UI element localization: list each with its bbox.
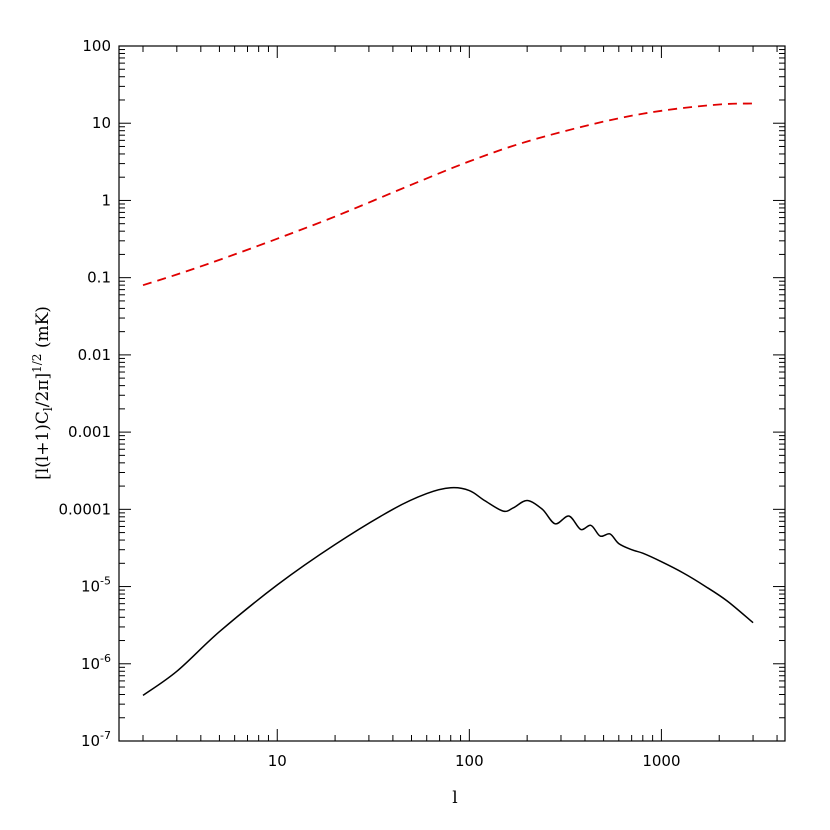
y-tick-label: 0.01 bbox=[78, 346, 111, 364]
x-tick-label: 1000 bbox=[642, 752, 680, 770]
y-tick-label: 1 bbox=[101, 191, 111, 209]
series-line-solid-black bbox=[142, 486, 754, 697]
x-tick-label: 10 bbox=[268, 752, 287, 770]
y-tick-label: 0.001 bbox=[68, 423, 111, 441]
x-tick-label: 100 bbox=[455, 752, 484, 770]
y-tick-label: 100 bbox=[82, 37, 111, 55]
y-tick-label: 0.0001 bbox=[59, 500, 112, 518]
y-tick-label: 10-5 bbox=[81, 575, 111, 596]
axis-ticks bbox=[119, 45, 785, 742]
axis-tick-labels: 10 100 1000 100 10 1 0.1 0.01 0.001 0.0001 10-5 10-… bbox=[59, 37, 681, 770]
y-tick-label: 10-7 bbox=[81, 729, 111, 750]
y-tick-label: 10 bbox=[92, 114, 111, 132]
series-layer bbox=[142, 102, 754, 697]
x-axis-label: l bbox=[452, 788, 457, 808]
series-line-dashed-red bbox=[142, 102, 754, 287]
y-tick-label: 0.1 bbox=[87, 269, 111, 287]
y-axis-label: [l(l+1)Cl/2π]1/2 (mK) bbox=[30, 306, 55, 480]
y-tick-label: 10-6 bbox=[81, 652, 111, 673]
plot-frame bbox=[118, 45, 786, 742]
